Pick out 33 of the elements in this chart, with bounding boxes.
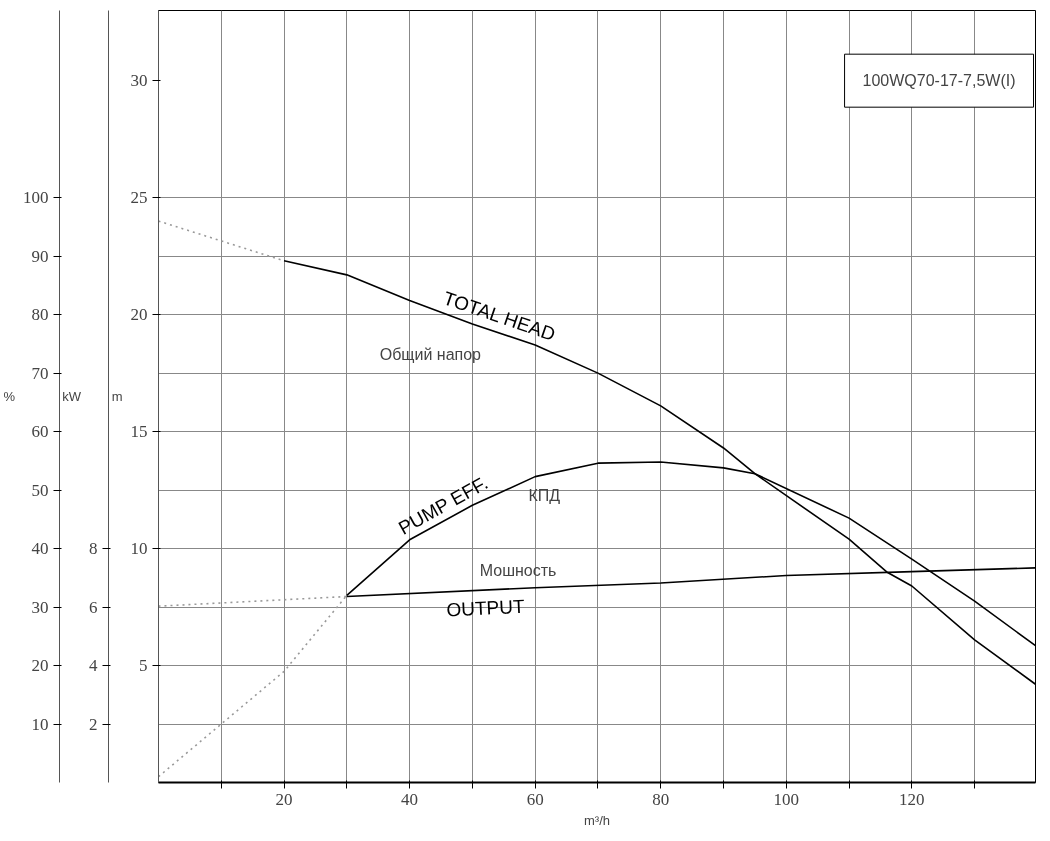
y2-tick-label: 20 [31,656,49,676]
text: TOTAL HEAD [440,287,558,345]
x-tick-label: 20 [275,789,293,809]
y3-tick-label: 8 [89,539,98,559]
y3-axis-title: kW [62,389,82,404]
series-label: OUTPUT [445,595,526,621]
y3-tick-label: 6 [89,597,98,617]
y3-tick-label: 2 [89,714,98,734]
y2-tick-label: 70 [31,363,49,383]
x-axis-title: m³/h [584,812,610,828]
x-tick-label: 80 [652,789,670,809]
x-tick-label: 120 [899,789,925,809]
y-tick-label: 10 [130,539,148,559]
y-tick-label: 25 [130,188,148,208]
text: 100WQ70-17-7,5W(I) [862,72,1016,90]
y-tick-label: 20 [130,305,148,325]
y3-tick-label: 4 [89,656,98,676]
y2-tick-label: 90 [31,246,49,266]
y2-tick-label: 40 [31,539,49,559]
y2-tick-label: 60 [31,422,49,442]
x-tick-label: 40 [401,789,419,809]
y2-tick-label: 50 [31,480,49,500]
x-tick-label: 60 [526,789,544,809]
y2-tick-label: 30 [31,597,49,617]
y-axis-title: m [111,389,123,404]
y2-tick-label: 100 [23,188,49,208]
y2-axis-title: % [3,389,16,404]
y2-tick-label: 10 [31,714,49,734]
x-tick-label: 100 [773,789,800,809]
y-tick-label: 30 [130,71,148,91]
y-tick-label: 5 [139,656,148,676]
y-tick-label: 15 [130,422,148,442]
y2-tick-label: 80 [31,305,49,325]
